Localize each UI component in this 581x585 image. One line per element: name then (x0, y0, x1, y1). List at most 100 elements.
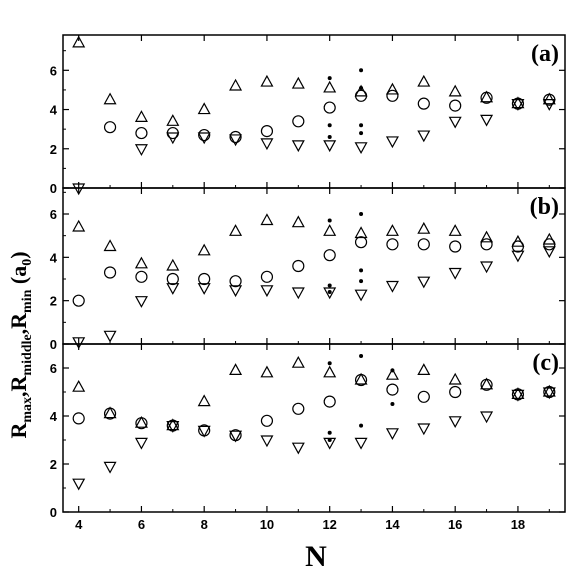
y-axis-title-part: R (6, 422, 31, 439)
data-point-triangle-down (134, 437, 148, 450)
panels-group: 0 2 4 6 (a) 0 2 4 6 (b) 4 6 8 10 12 14 16 18 0 2 4 6 (c) (50, 34, 566, 532)
data-point-circle (103, 407, 117, 420)
data-point-circle (417, 97, 430, 110)
data-point-circle (72, 412, 85, 425)
panel-frame (62, 343, 566, 513)
x-tick-label: 14 (385, 517, 400, 532)
data-point-triangle-up (480, 90, 494, 103)
data-point-triangle-up (448, 224, 462, 236)
data-point-triangle-up (229, 78, 243, 91)
data-point-circle (292, 115, 305, 128)
y-axis-title-part: ,R (6, 312, 31, 335)
data-point-circle (449, 240, 462, 253)
data-point-triangle-down (134, 144, 148, 157)
data-point-triangle-down (72, 337, 86, 350)
data-point-circle (260, 270, 274, 283)
data-point-circle (417, 390, 430, 403)
data-point-dot (359, 85, 364, 90)
data-point-dot (390, 402, 395, 406)
data-point-dot (359, 212, 364, 216)
data-point-triangle-down (323, 140, 337, 153)
data-point-circle (135, 270, 148, 283)
y-tick-label: 6 (50, 207, 57, 222)
data-point-circle (543, 238, 556, 251)
data-point-circle (354, 373, 368, 387)
y-tick-label: 0 (50, 505, 57, 520)
data-point-circle (229, 275, 242, 288)
data-point-dot (327, 438, 332, 442)
data-point-triangle-down (417, 130, 431, 143)
data-point-triangle-down (542, 99, 556, 111)
data-point-triangle-up (134, 110, 148, 122)
data-point-triangle-down (72, 478, 86, 491)
x-tick-label: 8 (201, 517, 208, 532)
data-point-triangle-down (385, 280, 399, 293)
data-point-triangle-up (166, 418, 180, 431)
data-point-triangle-down (166, 421, 180, 433)
data-point-triangle-down (197, 132, 211, 145)
data-point-triangle-down (385, 428, 399, 441)
data-point-triangle-down (354, 142, 368, 155)
y-tick-label: 0 (50, 181, 57, 196)
data-point-triangle-down (448, 416, 462, 429)
data-point-circle (135, 417, 148, 430)
data-point-triangle-up (103, 239, 117, 252)
data-point-triangle-up (229, 363, 243, 375)
data-point-triangle-up (542, 92, 556, 105)
data-point-triangle-up (417, 74, 431, 87)
data-point-circle (386, 89, 399, 102)
data-point-triangle-down (417, 423, 431, 436)
y-axis-title-part: ) (6, 251, 31, 258)
y-tick-label: 2 (50, 457, 57, 472)
x-axis-title: N (305, 540, 327, 573)
y-axis-title-part: ,R (6, 374, 31, 397)
data-point-circle (198, 272, 211, 286)
data-point-triangle-up (197, 243, 211, 256)
data-point-triangle-up (229, 224, 243, 236)
data-point-triangle-down (72, 183, 86, 196)
data-point-circle (480, 91, 493, 104)
data-point-triangle-up (134, 415, 148, 428)
data-point-triangle-up (323, 365, 337, 378)
y-tick-label: 0 (50, 337, 57, 352)
data-point-dot (359, 268, 364, 273)
data-point-triangle-down (354, 437, 368, 450)
data-point-triangle-up (103, 406, 117, 419)
data-point-triangle-up (134, 256, 148, 269)
y-axis-title-subscript: 0 (20, 259, 35, 266)
data-point-triangle-down (229, 285, 243, 298)
panel-b: 0 2 4 6 (b) (50, 187, 566, 352)
data-point-circle (354, 236, 368, 249)
data-point-triangle-down (542, 387, 556, 400)
data-point-triangle-up (385, 82, 399, 95)
data-point-dot (327, 361, 332, 366)
data-point-circle (198, 128, 211, 142)
data-point-triangle-down (511, 389, 525, 402)
data-point-dot (327, 123, 332, 128)
data-point-triangle-up (385, 224, 399, 236)
data-point-triangle-down (291, 140, 305, 153)
data-point-triangle-up (354, 372, 368, 385)
y-tick-label: 6 (50, 361, 57, 376)
y-tick-label: 4 (50, 103, 58, 118)
data-point-triangle-down (291, 287, 305, 300)
y-axis-title-subscript: middle (20, 334, 35, 375)
y-axis-title-subscript: max (20, 397, 35, 423)
data-point-triangle-down (448, 116, 462, 129)
x-tick-label: 18 (511, 517, 525, 532)
data-point-dot (327, 283, 332, 288)
data-point-triangle-down (542, 246, 556, 259)
data-point-triangle-up (197, 394, 211, 407)
data-point-triangle-down (417, 276, 431, 289)
y-tick-label: 4 (50, 409, 58, 424)
data-point-triangle-down (260, 435, 274, 448)
panel-label: (c) (532, 350, 559, 376)
data-point-triangle-up (448, 84, 462, 97)
data-point-triangle-up (354, 226, 368, 239)
data-point-triangle-up (72, 219, 86, 232)
data-point-triangle-down (323, 287, 337, 300)
data-point-triangle-up (291, 76, 305, 89)
data-point-dot (327, 430, 332, 435)
data-point-triangle-up (480, 377, 494, 390)
